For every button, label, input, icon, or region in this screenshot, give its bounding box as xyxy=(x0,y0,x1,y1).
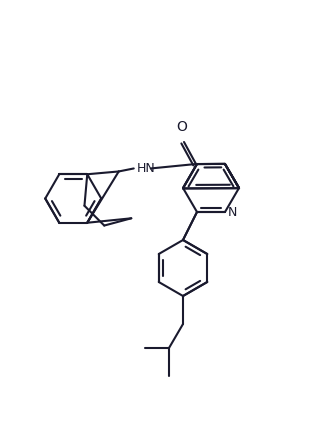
Text: HN: HN xyxy=(137,162,156,175)
Text: N: N xyxy=(228,206,237,219)
Text: O: O xyxy=(177,120,187,134)
